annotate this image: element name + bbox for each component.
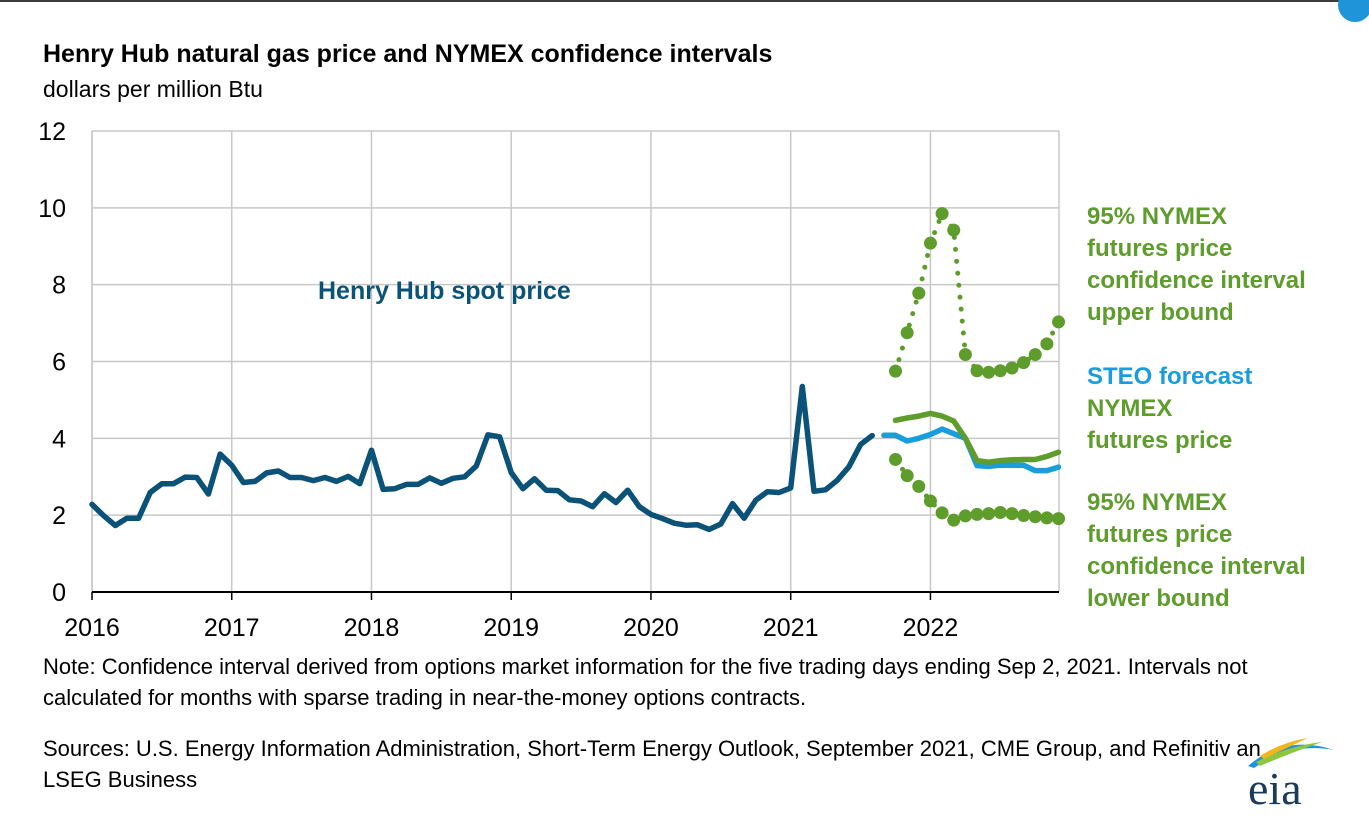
x-tick-label: 2022 (903, 614, 959, 642)
series-spot-line (89, 383, 875, 533)
upper-bound-label-line: confidence interval (1087, 267, 1306, 294)
series-upper-point (912, 286, 926, 300)
y-tick-label: 12 (38, 118, 66, 146)
series-upper-point (993, 364, 1007, 378)
logo-swoosh-gold (1260, 738, 1308, 759)
upper-bound-label-line: 95% NYMEX (1087, 203, 1227, 230)
x-tick-label: 2018 (344, 614, 400, 642)
series-upper-point (958, 348, 972, 362)
axes: 0 2 4 6 8 10 12 2016 2017 2018 2019 2020 2021 2022 (38, 118, 1059, 642)
grid-lines (91, 130, 1060, 592)
chart-subtitle: dollars per million Btu (43, 76, 263, 102)
y-tick-label: 0 (52, 579, 66, 607)
series-lower-point (923, 494, 937, 508)
series-upper-point (889, 364, 903, 378)
series-lower-point (900, 469, 914, 483)
series-lower-point (1040, 511, 1054, 525)
series-lower-point (1005, 507, 1019, 521)
series-upper-point (1040, 337, 1054, 351)
y-tick-label: 4 (52, 425, 66, 453)
nymex-futures-label-line: futures price (1087, 427, 1232, 454)
series-lower-point (1017, 509, 1031, 523)
series-lower-point (1052, 512, 1066, 526)
series-upper-point (970, 364, 984, 378)
chart: 0 2 4 6 8 10 12 2016 2017 2018 2019 2020 2021 2022 He… (38, 118, 1312, 642)
series-upper-point (900, 326, 914, 340)
upper-bound-label-line: upper bound (1087, 299, 1234, 326)
series-upper-point (1005, 361, 1019, 375)
x-tick-label: 2019 (483, 614, 539, 642)
upper-bound-label-line: futures price (1087, 235, 1232, 262)
lower-bound-label-line: confidence interval (1087, 553, 1306, 580)
top-border (0, 0, 1369, 2)
logo-wordmark: eia (1248, 763, 1302, 808)
series-lower-point (982, 507, 996, 521)
series-lower-point (958, 509, 972, 523)
chart-note: Note: Confidence interval derived from o… (43, 654, 1248, 710)
logo-swoosh-green (1256, 742, 1322, 766)
x-tick-label: 2020 (623, 614, 679, 642)
series-upper-point (935, 207, 949, 221)
series-upper-point (1052, 315, 1066, 329)
series-lines (89, 207, 1066, 533)
series-lower-point (935, 506, 949, 520)
nymex-futures-label: NYMEX futures price (1087, 395, 1232, 454)
series-nymex-line (892, 410, 1062, 465)
x-tick-label: 2016 (64, 614, 120, 642)
series-upper-point (982, 365, 996, 379)
eia-logo: eia (1248, 738, 1334, 808)
chart-sources: Sources: U.S. Energy Information Adminis… (43, 736, 1261, 792)
series-upper-line (893, 211, 1061, 375)
lower-bound-label-line: futures price (1087, 521, 1232, 548)
x-tick-label: 2021 (763, 614, 819, 642)
corner-badge-icon[interactable] (1338, 0, 1369, 22)
spot-series-label: Henry Hub spot price (318, 277, 571, 305)
chart-title: Henry Hub natural gas price and NYMEX co… (43, 40, 773, 68)
steo-forecast-label-line: STEO forecast (1087, 363, 1252, 390)
series-upper-point (1028, 348, 1042, 362)
lower-bound-label-line: lower bound (1087, 585, 1230, 612)
series-lower-point (1028, 510, 1042, 524)
lower-bound-label: 95% NYMEX futures price confidence inter… (1087, 489, 1312, 612)
series-lower-point (970, 507, 984, 521)
series-lower-point (889, 452, 903, 466)
series-upper-point (1017, 356, 1031, 370)
annotation-labels: Henry Hub spot price 95% NYMEX futures p… (318, 203, 1312, 612)
nymex-futures-label-line: NYMEX (1087, 395, 1172, 422)
steo-forecast-label: STEO forecast (1087, 363, 1252, 390)
series-lower-point (912, 479, 926, 493)
lower-bound-label-line: 95% NYMEX (1087, 489, 1227, 516)
y-tick-label: 2 (52, 502, 66, 530)
y-tick-label: 6 (52, 349, 66, 377)
y-tick-label: 10 (38, 195, 66, 223)
series-lower-point (993, 505, 1007, 519)
series-upper-point (947, 223, 961, 237)
x-tick-label: 2017 (204, 614, 260, 642)
series-upper-point (923, 236, 937, 250)
y-tick-label: 8 (52, 272, 66, 300)
series-lower-point (947, 513, 961, 527)
upper-bound-label: 95% NYMEX futures price confidence inter… (1087, 203, 1312, 326)
